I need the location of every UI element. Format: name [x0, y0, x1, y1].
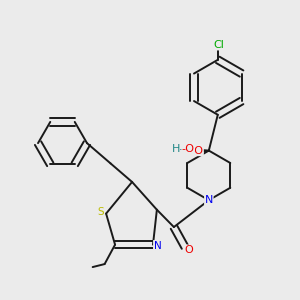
Text: O: O: [184, 245, 193, 255]
Text: H: H: [177, 146, 185, 156]
Text: H: H: [172, 144, 180, 154]
Text: N: N: [205, 195, 213, 205]
Text: Cl: Cl: [213, 40, 224, 50]
Text: N: N: [154, 241, 161, 250]
Text: S: S: [98, 207, 104, 217]
Text: -O: -O: [182, 144, 195, 154]
Text: -O: -O: [190, 146, 203, 156]
